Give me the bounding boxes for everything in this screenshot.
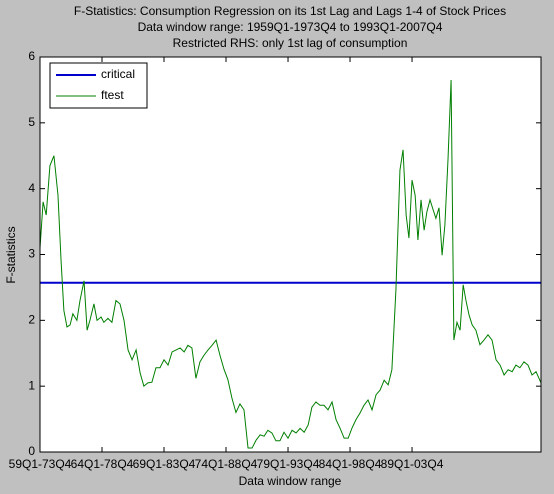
legend-label: ftest [101, 88, 124, 102]
y-tick-label: 6 [28, 49, 35, 63]
x-tick-label: 79Q1-93Q4 [257, 457, 320, 471]
axes-box [39, 56, 542, 453]
y-tick-label: 3 [28, 247, 35, 261]
chart-subtitle: Data window range: 1959Q1-1973Q4 to 1993… [138, 20, 443, 34]
x-axis-label: Data window range [239, 474, 342, 488]
y-tick-label: 5 [28, 115, 35, 129]
plot-area [40, 57, 541, 452]
x-tick-label: 74Q1-88Q4 [195, 457, 258, 471]
y-axis-label: F-statistics [4, 226, 18, 283]
legend-label: critical [101, 67, 135, 81]
series-line [39, 80, 542, 449]
x-tick-label: 64Q1-78Q4 [71, 457, 134, 471]
y-tick-label: 4 [28, 181, 35, 195]
y-tick-label: 2 [28, 313, 35, 327]
x-tick-label: 59Q1-73Q4 [9, 457, 72, 471]
legend-box [49, 62, 148, 109]
chart-subtitle: Restricted RHS: only 1st lag of consumpt… [173, 36, 408, 50]
y-tick-label: 1 [28, 378, 35, 392]
y-tick-label: 0 [28, 444, 35, 458]
x-tick-label: 84Q1-98Q4 [319, 457, 382, 471]
x-tick-label: 69Q1-83Q4 [133, 457, 196, 471]
x-tick-label: 89Q1-03Q4 [381, 457, 444, 471]
chart-title: F-Statistics: Consumption Regression on … [74, 4, 506, 18]
